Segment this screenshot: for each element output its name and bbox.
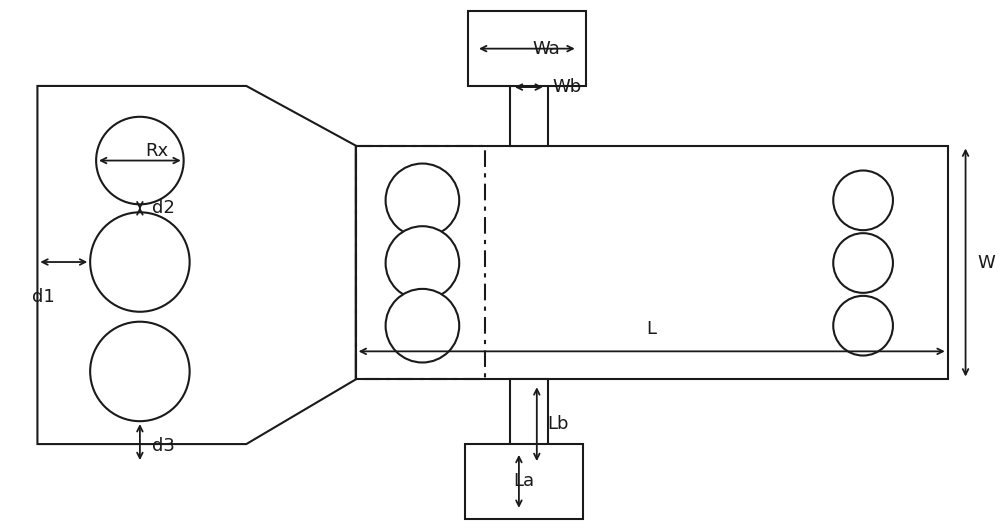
Circle shape: [833, 233, 893, 293]
Bar: [510, 39, 548, 146]
Circle shape: [386, 163, 459, 237]
Text: Wa: Wa: [533, 40, 560, 57]
Text: d1: d1: [32, 288, 55, 306]
Text: La: La: [513, 472, 534, 491]
Text: d3: d3: [152, 437, 175, 455]
Text: d2: d2: [152, 200, 175, 217]
Circle shape: [833, 296, 893, 355]
Text: Wb: Wb: [553, 78, 582, 96]
Text: W: W: [977, 254, 995, 271]
Bar: [468, 11, 586, 86]
Bar: [510, 379, 548, 469]
Text: Rx: Rx: [145, 142, 168, 160]
Bar: [465, 444, 583, 519]
Circle shape: [833, 170, 893, 230]
Circle shape: [96, 117, 184, 204]
Bar: [356, 146, 948, 379]
Polygon shape: [37, 86, 356, 444]
Text: Lb: Lb: [547, 415, 568, 433]
Text: L: L: [647, 320, 657, 338]
Circle shape: [90, 212, 190, 312]
Circle shape: [90, 322, 190, 421]
Bar: [356, 146, 485, 379]
Circle shape: [386, 226, 459, 300]
Circle shape: [386, 289, 459, 362]
